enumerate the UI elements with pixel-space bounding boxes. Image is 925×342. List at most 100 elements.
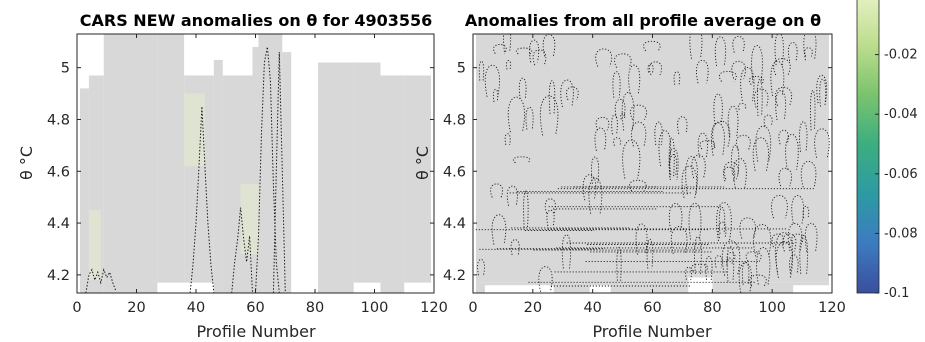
- left-tint-patch: [184, 93, 205, 167]
- right-ytick-label: 5: [457, 61, 466, 77]
- left-tint-patch: [240, 184, 259, 255]
- right-xlabel: Profile Number: [592, 322, 712, 341]
- right-contour-line: [787, 222, 803, 252]
- left-tint-patch: [88, 210, 101, 281]
- right-contour-line: [737, 102, 747, 111]
- right-plot-area: [475, 34, 830, 293]
- left-contour-line: [189, 106, 215, 293]
- left-coverage-block: [157, 34, 185, 283]
- left-coverage-block: [213, 59, 223, 293]
- right-contour-line: [741, 261, 750, 285]
- right-contour-line: [492, 88, 499, 103]
- colorbar-tick-label: -0.04: [884, 107, 918, 122]
- right-contour-line: [778, 167, 792, 187]
- right-contour-line: [629, 179, 647, 192]
- right-coverage-block: [475, 282, 689, 293]
- right-contour-line: [628, 64, 641, 94]
- left-contour-line: [85, 268, 117, 293]
- right-contour-line: [710, 122, 725, 156]
- right-contour-line: [819, 78, 827, 107]
- right-contour-line: [718, 221, 727, 239]
- right-contour-line: [714, 255, 723, 268]
- left-chart-title: CARS NEW anomalies on θ for 4903556: [80, 11, 433, 30]
- right-contour-line: [630, 104, 647, 120]
- left-ytick-label: 4.6: [47, 164, 70, 180]
- left-xtick-label: 80: [306, 300, 324, 316]
- right-contour-line: [614, 98, 626, 118]
- right-ytick-label: 4.8: [443, 112, 466, 128]
- left-xtick-label: 60: [246, 300, 264, 316]
- right-contour-line: [738, 261, 752, 293]
- left-coverage-block: [252, 46, 259, 293]
- right-contour-line: [669, 154, 678, 175]
- left-plot-area: [79, 34, 432, 293]
- right-ylabel: θ °C: [413, 146, 432, 180]
- right-contour-line: [654, 121, 663, 146]
- right-contour-line: [668, 202, 683, 233]
- right-contour-line: [755, 125, 772, 162]
- right-contour-line: [771, 194, 788, 219]
- right-contour-line: [560, 79, 574, 108]
- right-panel: Anomalies from all profile average on θ …: [413, 11, 846, 341]
- right-contour-line: [685, 155, 698, 195]
- right-contour-line: [705, 255, 713, 280]
- right-contour-line: [749, 274, 767, 287]
- right-contour-line: [668, 147, 679, 181]
- left-contour-layer: [85, 46, 286, 293]
- left-ytick-label: 4.2: [47, 268, 70, 284]
- left-coverage-block: [317, 62, 354, 293]
- left-xtick-label: 100: [361, 300, 389, 316]
- right-contour-line: [773, 58, 791, 76]
- right-contour-line: [493, 44, 507, 54]
- left-ytick-label: 5: [61, 61, 70, 77]
- right-ticks: 0 20 40 60 80 100 120 4.2 4.4 4.6 4.8 5: [443, 34, 846, 316]
- right-xtick-label: 20: [524, 300, 542, 316]
- right-contour-line: [763, 114, 773, 127]
- right-coverage-block: [712, 282, 830, 293]
- left-coverage-block: [282, 52, 292, 293]
- right-contour-line: [718, 70, 737, 82]
- left-coverage-block: [79, 88, 89, 293]
- right-contour-line: [590, 156, 600, 184]
- right-ytick-label: 4.2: [443, 268, 466, 284]
- left-panel: CARS NEW anomalies on θ for 4903556 0 20 4…: [17, 11, 448, 341]
- right-contour-line: [518, 77, 527, 100]
- right-contour-line: [756, 247, 771, 285]
- right-contour-line: [646, 238, 654, 269]
- right-contour-line: [647, 63, 654, 73]
- right-contour-line: [532, 49, 547, 66]
- left-xtick-label: 40: [187, 300, 205, 316]
- right-contour-line: [799, 121, 808, 152]
- right-contour-line: [548, 80, 556, 114]
- right-contour-line: [611, 114, 618, 135]
- right-xtick-label: 40: [583, 300, 601, 316]
- right-contour-line: [735, 134, 751, 150]
- colorbar: -0.02 -0.04 -0.06 -0.08 -0.1: [856, 0, 918, 301]
- right-contour-line: [748, 76, 764, 85]
- right-gap-block: [484, 285, 554, 293]
- right-contour-line: [725, 257, 733, 266]
- right-contour-line: [484, 64, 501, 97]
- right-contour-line: [622, 139, 641, 179]
- right-gap-block: [793, 285, 830, 293]
- right-contour-line: [718, 207, 726, 234]
- right-gap-block: [589, 285, 611, 293]
- right-contour-line: [504, 133, 511, 145]
- right-contour-line: [491, 214, 507, 245]
- right-contour-line: [691, 154, 706, 179]
- right-contour-line: [613, 137, 622, 146]
- right-contour-line: [681, 165, 698, 198]
- left-coverage-block: [404, 75, 432, 283]
- right-contour-line: [751, 44, 763, 83]
- right-contour-line: [770, 60, 785, 96]
- colorbar-tick-label: -0.08: [884, 226, 918, 241]
- right-contour-line: [635, 223, 648, 255]
- left-contour-line: [231, 207, 253, 293]
- right-contour-line: [594, 127, 607, 151]
- right-contour-line: [787, 42, 798, 61]
- left-ytick-label: 4.8: [47, 112, 70, 128]
- right-xtick-label: 0: [468, 300, 477, 316]
- right-contour-line: [505, 60, 512, 70]
- right-contour-line: [621, 92, 635, 131]
- right-contour-line: [753, 224, 772, 257]
